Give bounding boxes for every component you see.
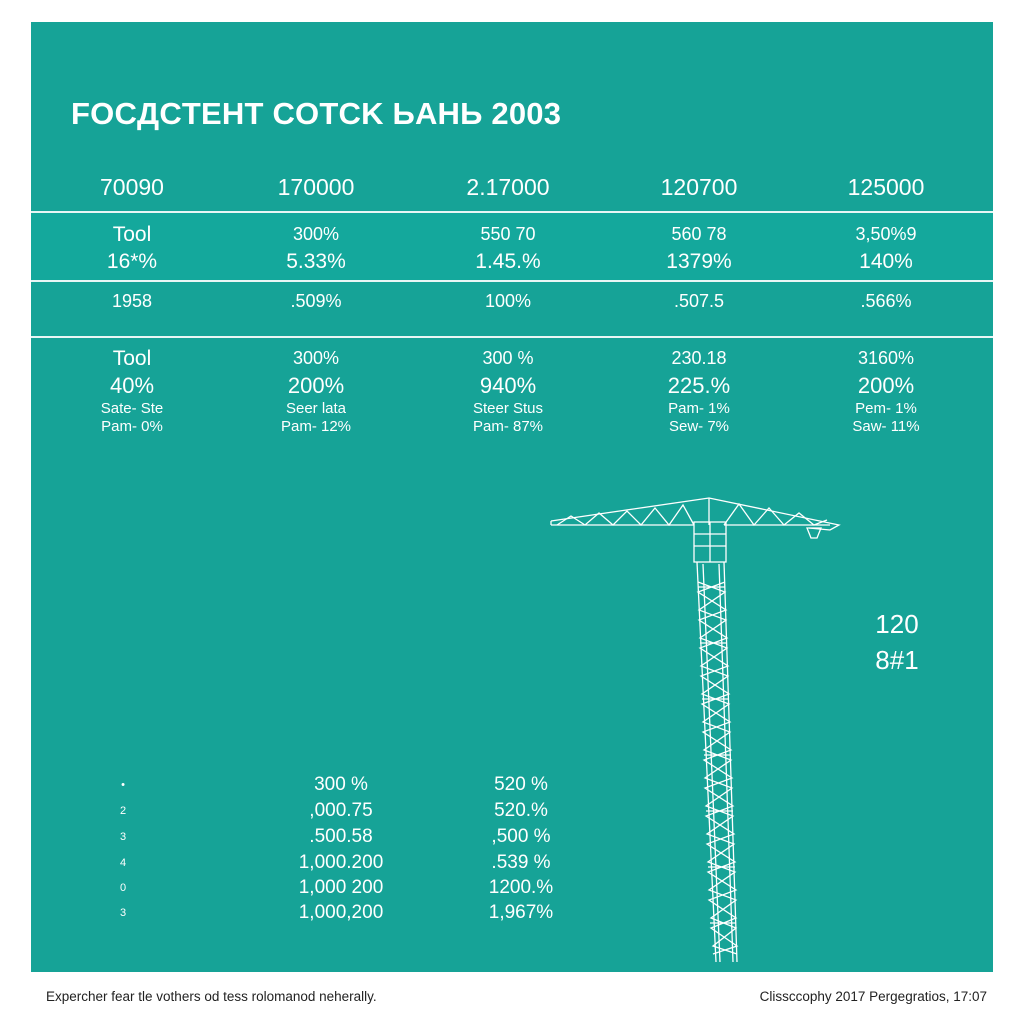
note-text: Steer Stus xyxy=(472,400,544,417)
page-title: FOCДCTEHT COTCK ЬAHЬ 2003 xyxy=(71,96,562,131)
note-text: Pam- 1% xyxy=(668,400,730,417)
data-cell: 3,50%9 140% xyxy=(791,221,981,275)
cell-value: 1.45.% xyxy=(475,250,541,273)
footer-credit: Clissccophy 2017 Pergegratios, 17:07 xyxy=(759,989,987,1004)
list-marker: 0 xyxy=(119,882,127,894)
note-cell: Pem- 1% Saw- 11% xyxy=(791,400,981,436)
list-value-a: 1,000 200 xyxy=(298,877,384,898)
cell-value: 1379% xyxy=(666,250,732,273)
divider xyxy=(31,280,993,282)
list-value-a: 1,000.200 xyxy=(298,852,384,873)
cell-label: 300% xyxy=(292,348,340,368)
list-item: 3 .500.58 ,500 % xyxy=(31,826,993,851)
cell-value: 200% xyxy=(287,373,345,398)
note-text: Saw- 11% xyxy=(852,418,920,435)
list-marker: 3 xyxy=(119,907,127,919)
cell-value: 16*% xyxy=(106,250,158,273)
data-cell: Tool 40% xyxy=(37,345,227,399)
list-value-b: 1200.% xyxy=(488,877,554,898)
data-cell: 100% xyxy=(484,291,532,311)
list-marker: 3 xyxy=(119,831,127,843)
divider xyxy=(31,211,993,213)
crane-jib xyxy=(550,497,841,539)
note-cell: Pam- 1% Sew- 7% xyxy=(604,400,794,436)
cell-value: 200% xyxy=(857,373,915,398)
cell-label: 550 70 xyxy=(480,224,536,244)
crane-illustration xyxy=(550,497,841,962)
note-cell: Sate- Ste Pam- 0% xyxy=(37,400,227,436)
data-cell: Tool 16*% xyxy=(37,221,227,275)
data-cell: 550 70 1.45.% xyxy=(413,221,603,275)
data-cell: 560 78 1379% xyxy=(604,221,794,275)
list-item: 0 1,000 200 1200.% xyxy=(31,877,993,902)
list-marker: 4 xyxy=(119,857,127,869)
note-text: Sate- Ste xyxy=(100,400,164,417)
divider xyxy=(31,336,993,338)
highlight-band xyxy=(31,213,993,280)
list-item: 3 1,000,200 1,967% xyxy=(31,902,993,927)
cell-value: 940% xyxy=(479,373,537,398)
note-text: Pam- 12% xyxy=(280,418,352,435)
infographic-panel: FOCДCTEHT COTCK ЬAHЬ 2003 70090 170000 2… xyxy=(31,22,993,972)
list-value-a: 300 % xyxy=(314,774,368,795)
cell-label: Tool xyxy=(112,347,152,370)
note-text: Pem- 1% xyxy=(855,400,917,417)
data-cell: .507.5 xyxy=(673,291,725,311)
side-label-bottom: 8#1 xyxy=(875,645,919,675)
cell-value: 40% xyxy=(109,373,155,398)
list-value-b: 1,967% xyxy=(488,902,554,923)
list-value-a: .500.58 xyxy=(309,826,373,847)
list-value-b: 520.% xyxy=(494,800,548,821)
crane-mast xyxy=(696,561,739,962)
cell-label: 3,50%9 xyxy=(855,224,917,244)
header-cell: 170000 xyxy=(277,174,355,200)
crane-cab xyxy=(693,521,727,563)
cell-value: 5.33% xyxy=(286,250,346,273)
footer-caption: Expercher fear tle vothers od tess rolom… xyxy=(46,989,377,1004)
list-value-b: 520 % xyxy=(494,774,548,795)
list-item: • 300 % 520 % xyxy=(31,774,993,799)
note-text: Pam- 0% xyxy=(101,418,163,435)
list-item: 2 ,000.75 520.% xyxy=(31,800,993,825)
header-cell: 2.17000 xyxy=(466,174,550,200)
list-value-a: 1,000,200 xyxy=(298,902,384,923)
list-value-a: ,000.75 xyxy=(309,800,373,821)
data-cell: .566% xyxy=(860,291,912,311)
cell-label: 300 % xyxy=(482,348,534,368)
cell-label: Tool xyxy=(112,223,152,246)
side-label-top: 120 xyxy=(875,609,919,639)
data-cell: 230.18 225.% xyxy=(604,345,794,399)
note-cell: Seer lata Pam- 12% xyxy=(221,400,411,436)
cell-label: 300% xyxy=(292,224,340,244)
data-cell: 3160% 200% xyxy=(791,345,981,399)
cell-label: 560 78 xyxy=(671,224,727,244)
list-marker: 2 xyxy=(119,805,127,817)
list-marker: • xyxy=(121,779,125,791)
header-cell: 125000 xyxy=(847,174,925,200)
header-cell: 120700 xyxy=(660,174,738,200)
note-text: Sew- 7% xyxy=(668,418,730,435)
list-value-b: ,500 % xyxy=(491,826,551,847)
data-cell: 1958 xyxy=(111,291,153,311)
note-cell: Steer Stus Pam- 87% xyxy=(413,400,603,436)
data-cell: 300% 5.33% xyxy=(221,221,411,275)
cell-value: 225.% xyxy=(667,373,731,398)
cell-label: 3160% xyxy=(857,348,915,368)
data-cell: 300 % 940% xyxy=(413,345,603,399)
cell-value: 140% xyxy=(859,250,913,273)
list-item: 4 1,000.200 .539 % xyxy=(31,852,993,877)
list-value-b: .539 % xyxy=(491,852,551,873)
data-cell: .509% xyxy=(290,291,342,311)
data-cell: 300% 200% xyxy=(221,345,411,399)
note-text: Seer lata xyxy=(285,400,347,417)
note-text: Pam- 87% xyxy=(472,418,544,435)
header-cell: 70090 xyxy=(100,174,164,200)
cell-label: 230.18 xyxy=(671,348,727,368)
